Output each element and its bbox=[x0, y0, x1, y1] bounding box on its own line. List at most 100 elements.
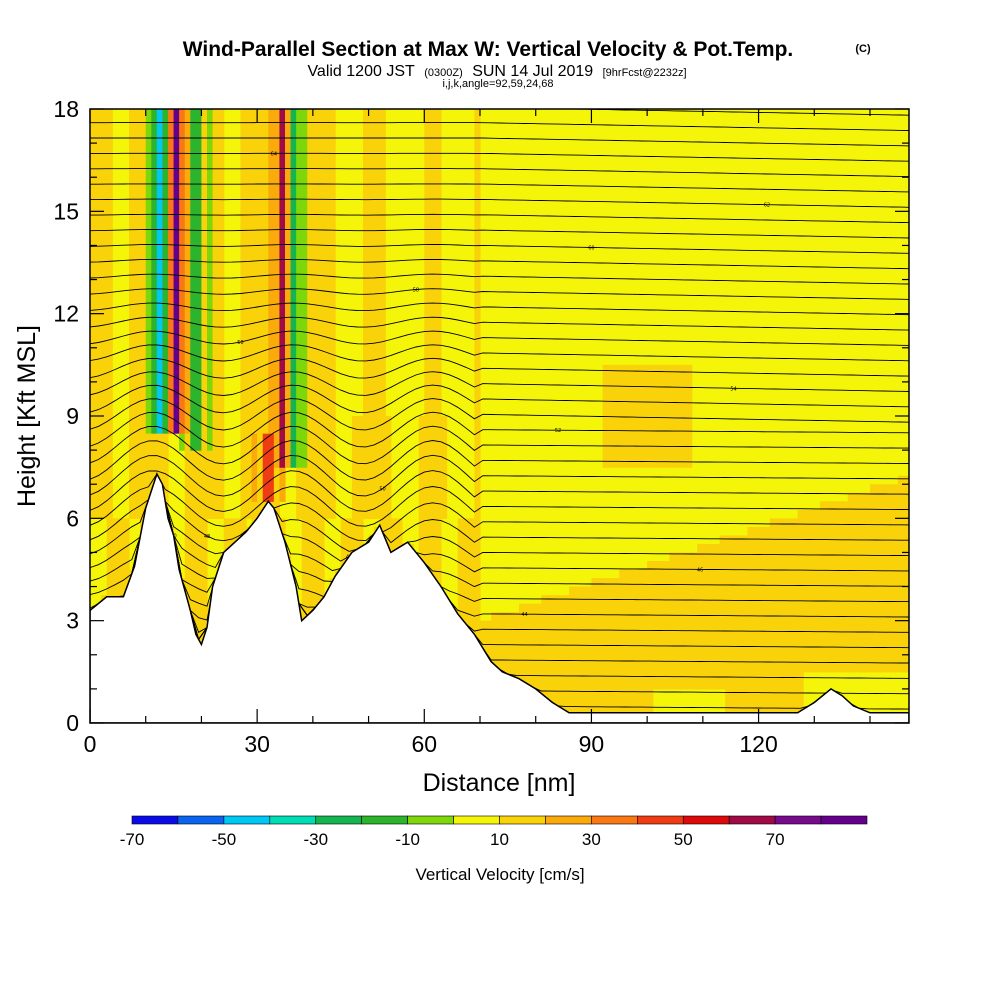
velocity-cell bbox=[329, 109, 336, 519]
velocity-cell bbox=[630, 364, 637, 468]
theta-contour bbox=[90, 229, 909, 239]
velocity-cell bbox=[251, 109, 258, 434]
velocity-cell bbox=[886, 484, 893, 673]
colorbar-label: -50 bbox=[212, 830, 237, 849]
colorbar-swatch bbox=[499, 815, 546, 825]
colorbar-swatch bbox=[269, 815, 317, 825]
velocity-cell bbox=[307, 109, 314, 723]
y-axis-title: Height [Kft MSL] bbox=[13, 325, 41, 507]
velocity-cell bbox=[758, 526, 765, 723]
velocity-cell bbox=[201, 109, 208, 723]
theta-contour bbox=[90, 198, 909, 208]
velocity-cell bbox=[179, 109, 186, 434]
theta-label: 54 bbox=[730, 386, 736, 392]
velocity-cell bbox=[747, 526, 754, 723]
velocity-cell bbox=[524, 603, 531, 723]
y-tick-label: 3 bbox=[66, 608, 79, 634]
velocity-cell bbox=[652, 560, 659, 690]
velocity-cell bbox=[892, 484, 899, 673]
velocity-cell bbox=[129, 109, 136, 519]
velocity-cell bbox=[663, 560, 671, 690]
velocity-cell bbox=[268, 433, 275, 502]
velocity-cell bbox=[463, 518, 470, 723]
velocity-cell bbox=[268, 109, 275, 434]
velocity-cell bbox=[658, 364, 665, 468]
velocity-cell bbox=[613, 364, 620, 468]
colorbar-title: Vertical Velocity [cm/s] bbox=[415, 865, 584, 884]
colorbar-label: 10 bbox=[490, 830, 509, 849]
velocity-cell bbox=[363, 109, 370, 519]
velocity-cell bbox=[636, 364, 643, 468]
velocity-cell bbox=[301, 467, 308, 723]
colorbar-swatch bbox=[453, 815, 500, 825]
theta-label: 48 bbox=[204, 534, 210, 540]
velocity-cell bbox=[374, 109, 381, 519]
grid-indices: i,j,k,angle=92,59,24,68 bbox=[442, 78, 553, 90]
velocity-cell bbox=[870, 484, 877, 673]
theta-label: 40 bbox=[446, 105, 452, 111]
velocity-cell bbox=[602, 578, 609, 723]
velocity-cell bbox=[379, 109, 386, 723]
velocity-cell bbox=[903, 475, 909, 673]
velocity-cell bbox=[173, 109, 180, 434]
velocity-cell bbox=[134, 109, 141, 519]
theta-contour bbox=[90, 411, 909, 448]
velocity-cell bbox=[663, 364, 671, 468]
plot-area: 4042444648505254565860626440 bbox=[90, 105, 909, 723]
colorbar-label: -30 bbox=[303, 830, 328, 849]
chart-title: Wind-Parallel Section at Max W: Vertical… bbox=[183, 38, 794, 61]
velocity-cell bbox=[675, 552, 682, 690]
theta-label: 56 bbox=[237, 340, 243, 346]
x-tick-label: 90 bbox=[579, 731, 605, 757]
velocity-cell bbox=[858, 492, 866, 673]
y-tick-label: 0 bbox=[66, 710, 79, 736]
velocity-cell bbox=[580, 586, 587, 723]
y-tick-label: 9 bbox=[66, 403, 79, 429]
theta-contour bbox=[90, 273, 909, 285]
velocity-cell bbox=[736, 535, 743, 723]
velocity-cell bbox=[714, 543, 721, 690]
velocity-cell bbox=[831, 501, 838, 673]
velocity-cell bbox=[106, 109, 113, 723]
velocity-cell bbox=[435, 109, 442, 723]
velocity-cell bbox=[207, 450, 214, 519]
x-tick-label: 60 bbox=[411, 731, 437, 757]
velocity-cell bbox=[513, 612, 520, 723]
theta-contour bbox=[90, 473, 909, 527]
velocity-cell bbox=[803, 509, 810, 673]
colorbar-swatch bbox=[728, 815, 776, 825]
velocity-cell bbox=[680, 552, 687, 690]
theta-contour bbox=[90, 168, 909, 178]
valid-time: Valid 1200 JST bbox=[307, 63, 415, 80]
velocity-cell bbox=[424, 109, 431, 723]
colorbar-label: -70 bbox=[120, 830, 145, 849]
velocity-cell bbox=[780, 518, 788, 723]
theta-contour bbox=[547, 109, 909, 116]
velocity-cell bbox=[702, 543, 710, 690]
velocity-cell bbox=[686, 364, 693, 468]
theta-contour bbox=[90, 344, 909, 362]
velocity-cell bbox=[318, 109, 325, 723]
terrain-mask bbox=[90, 472, 909, 723]
velocity-cell bbox=[190, 109, 197, 451]
theta-label: 44 bbox=[521, 612, 527, 618]
velocity-cell bbox=[546, 595, 554, 723]
velocity-cell bbox=[218, 109, 225, 519]
velocity-cell bbox=[797, 509, 804, 723]
velocity-cell bbox=[184, 109, 191, 434]
velocity-cell bbox=[864, 492, 871, 673]
velocity-cell bbox=[708, 543, 715, 690]
velocity-cell bbox=[764, 526, 771, 723]
theta-contour bbox=[90, 152, 909, 162]
colorbar-swatch bbox=[591, 815, 638, 825]
velocity-cell bbox=[569, 586, 576, 723]
forecast-run: [9hrFcst@2232z] bbox=[603, 67, 687, 79]
theta-contour bbox=[90, 183, 909, 193]
chart-subtitle: Valid 1200 JST (0300Z) SUN 14 Jul 2019 [… bbox=[307, 63, 686, 80]
velocity-cell bbox=[140, 109, 147, 723]
velocity-cell bbox=[368, 109, 375, 519]
velocity-cell bbox=[641, 364, 648, 468]
velocity-cell bbox=[296, 467, 303, 519]
velocity-cell bbox=[636, 569, 643, 723]
velocity-cell bbox=[725, 535, 732, 723]
